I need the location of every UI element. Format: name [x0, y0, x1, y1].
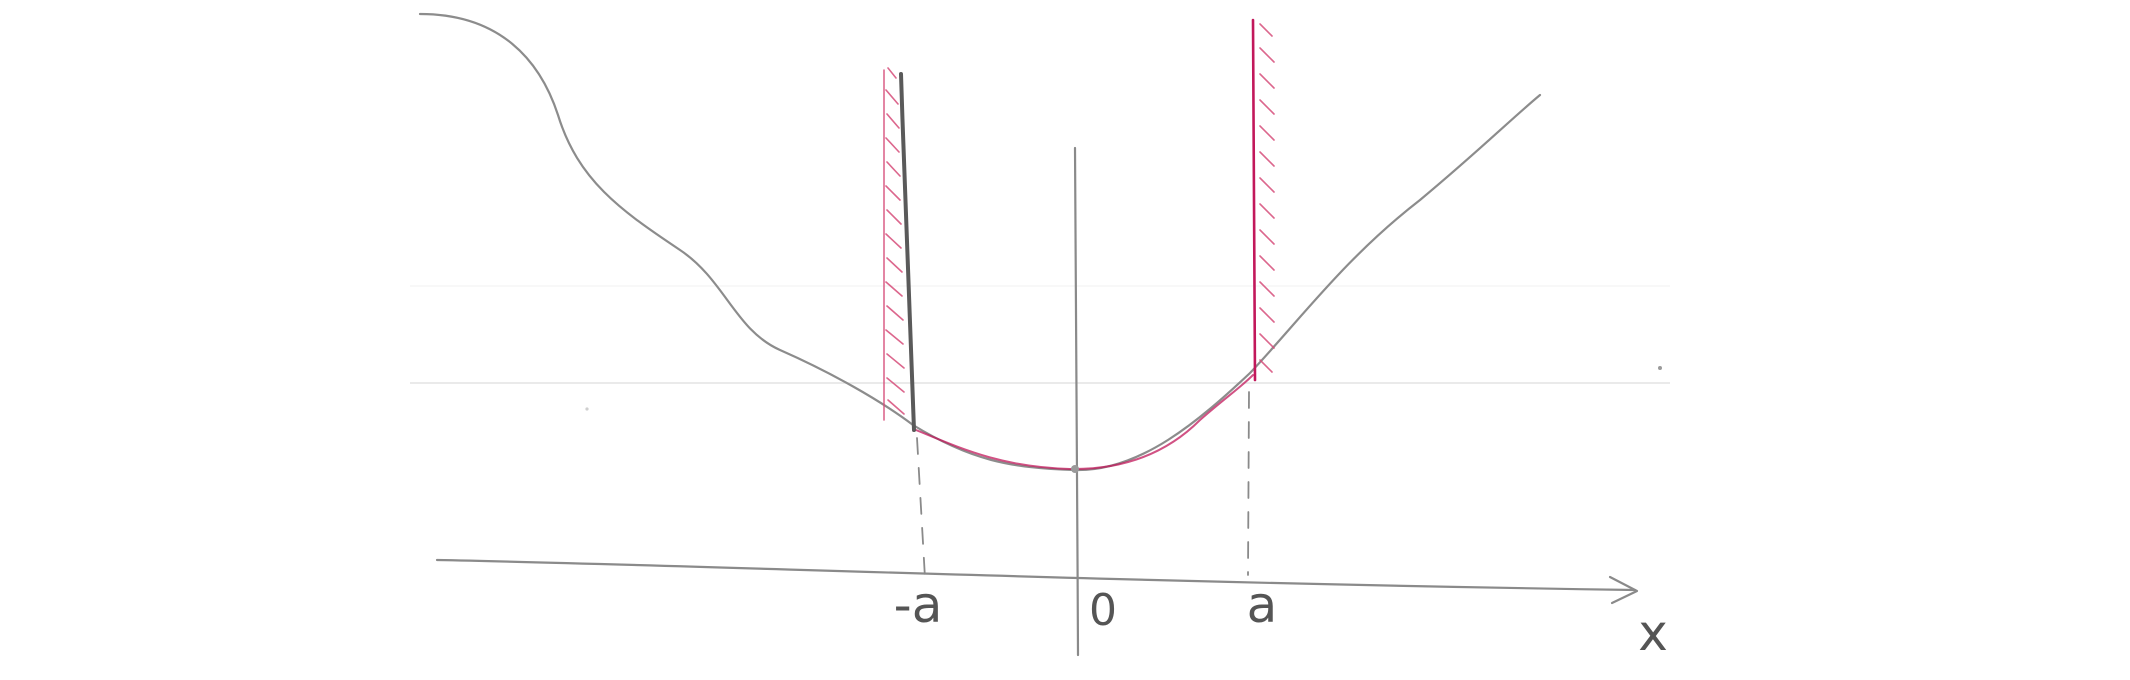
neg-a-label: -a: [894, 576, 943, 634]
potential-curve: [418, 12, 1542, 472]
origin-label: 0: [1089, 585, 1117, 636]
x-axis-line: [435, 558, 1637, 592]
right-wall-hatching: [1259, 23, 1275, 373]
x-axis-arrowhead: [1608, 575, 1639, 605]
well-bottom-red-curve: [915, 374, 1254, 471]
stray-dot: [1658, 366, 1662, 370]
right-wall-line: [1251, 18, 1257, 382]
left-wall-hatching: [883, 67, 905, 421]
left-wall-line: [899, 72, 916, 432]
pos-a-label: a: [1247, 576, 1278, 634]
x-axis-label: x: [1638, 604, 1668, 662]
pos-a-dashed-line: [1247, 391, 1250, 576]
minimum-point-marker: [1071, 465, 1079, 473]
stray-dot: [585, 407, 589, 411]
neg-a-dashed-line: [916, 437, 926, 579]
vertical-axis-line: [1073, 146, 1080, 657]
